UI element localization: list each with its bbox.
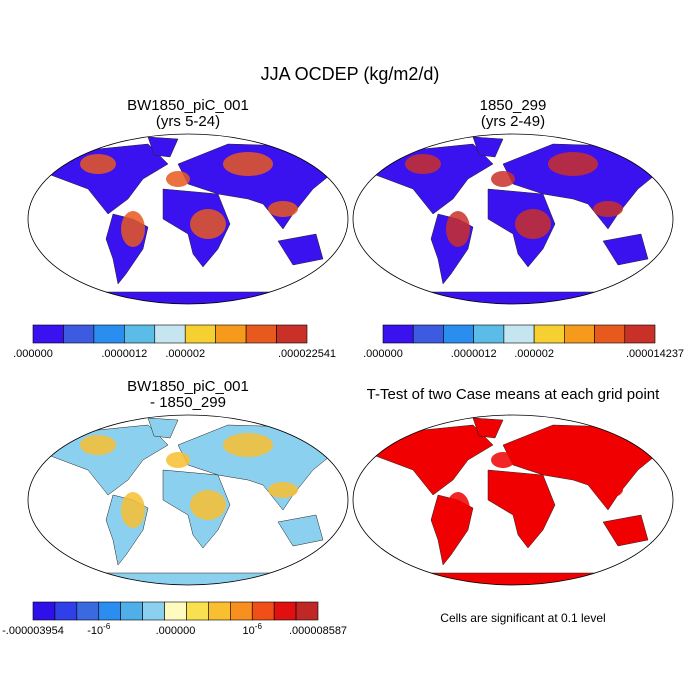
map-outline — [352, 414, 674, 586]
label-base: -10 — [87, 625, 103, 637]
map-field — [593, 482, 623, 498]
map-field — [223, 433, 273, 457]
colorbar-label: .000002 — [514, 348, 554, 360]
colorbar-box — [624, 324, 656, 344]
panel-title: (yrs 2-49) — [481, 113, 545, 130]
colorbar-label: .000002 — [165, 348, 205, 360]
colorbar-label: .000022541 — [278, 348, 336, 360]
map-field — [548, 433, 598, 457]
colorbar-box — [154, 324, 186, 344]
colorbar-box — [208, 601, 231, 621]
map-field — [80, 435, 116, 455]
panel-title: (yrs 5-24) — [156, 113, 220, 130]
colorbar-box — [443, 324, 474, 344]
map-outline — [27, 133, 349, 305]
map-field — [446, 211, 470, 247]
colorbar-box — [533, 324, 565, 344]
colorbar-box — [412, 324, 444, 344]
map-field — [190, 209, 226, 239]
colorbar-label: .0000012 — [101, 348, 147, 360]
colorbar-box — [76, 601, 100, 621]
land — [372, 417, 666, 585]
colorbar-label: -10-6 — [87, 622, 111, 637]
colorbar-label: .000008587 — [289, 625, 347, 637]
map — [27, 414, 349, 586]
label-exponent: -6 — [103, 622, 111, 631]
map-field — [166, 452, 190, 468]
colorbar-box — [245, 324, 277, 344]
colorbar-box — [186, 601, 209, 621]
colorbar-box — [32, 601, 56, 621]
map-outline — [27, 414, 349, 586]
colorbar-box — [93, 324, 125, 344]
colorbar-box — [215, 324, 247, 344]
colorbar-box — [98, 601, 121, 621]
colorbar-label: .000000 — [363, 348, 403, 360]
map — [352, 414, 674, 586]
panel-title: T-Test of two Case means at each grid po… — [367, 386, 660, 403]
land — [47, 136, 341, 304]
panel-title: - 1850_299 — [150, 394, 226, 411]
map-field — [548, 152, 598, 176]
colorbar-label: .0000012 — [451, 348, 497, 360]
map-field — [491, 452, 515, 468]
colorbar-label: -.000003954 — [2, 625, 64, 637]
colorbar-box — [295, 601, 319, 621]
map-field — [268, 482, 298, 498]
colorbar-box — [63, 324, 95, 344]
map — [352, 133, 674, 305]
map-field — [491, 171, 515, 187]
panel-title: BW1850_piC_001 — [127, 97, 249, 114]
map — [27, 133, 349, 305]
colorbar-box — [230, 601, 253, 621]
label-exponent: -6 — [255, 622, 263, 631]
note: Cells are significant at 0.1 level — [440, 611, 605, 625]
map-outline — [352, 133, 674, 305]
colorbar-box — [473, 324, 505, 344]
colorbar-label: .000000 — [13, 348, 53, 360]
map-field — [515, 209, 551, 239]
map-field — [80, 154, 116, 174]
colorbar-box — [382, 324, 414, 344]
colorbar-label: .000014237 — [626, 348, 684, 360]
colorbar-box — [124, 324, 156, 344]
map-field — [223, 152, 273, 176]
map-field — [121, 492, 145, 528]
land — [372, 136, 666, 304]
colorbar-box — [120, 601, 143, 621]
map-field — [166, 171, 190, 187]
colorbar-box — [503, 324, 535, 344]
panel-title: BW1850_piC_001 — [127, 378, 249, 395]
map-field — [268, 201, 298, 217]
map-field — [190, 490, 226, 520]
colorbar-label: 10-6 — [243, 622, 263, 637]
map-field — [121, 211, 145, 247]
map-field — [515, 490, 551, 520]
colorbar-box — [276, 324, 308, 344]
colorbar-box — [273, 601, 297, 621]
colorbar-box — [164, 601, 187, 621]
colorbar-box — [251, 601, 275, 621]
colorbar-box — [564, 324, 595, 344]
map-field — [405, 435, 441, 455]
colorbar-box — [32, 324, 64, 344]
land — [47, 417, 341, 585]
panel-title: 1850_299 — [480, 97, 547, 114]
colorbar-label: .000000 — [156, 625, 196, 637]
map-field — [446, 492, 470, 528]
colorbar-box — [594, 324, 626, 344]
colorbar-box — [184, 324, 216, 344]
colorbar-box — [54, 601, 78, 621]
map-field — [405, 154, 441, 174]
colorbar-box — [142, 601, 165, 621]
label-base: 10 — [243, 625, 255, 637]
figure-title: JJA OCDEP (kg/m2/d) — [261, 64, 440, 84]
map-field — [593, 201, 623, 217]
